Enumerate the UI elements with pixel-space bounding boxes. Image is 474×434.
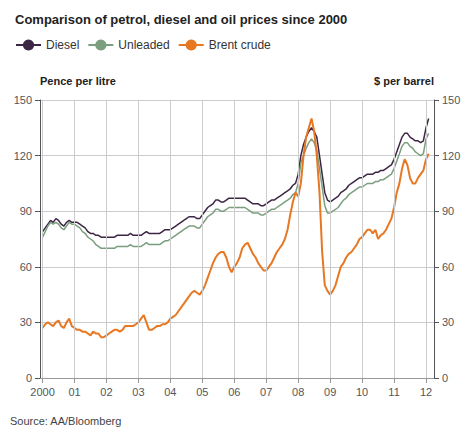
svg-text:$ per barrel: $ per barrel (374, 75, 434, 87)
svg-text:Comparison of petrol, diesel a: Comparison of petrol, diesel and oil pri… (15, 12, 347, 27)
svg-text:150: 150 (442, 94, 460, 106)
svg-text:Brent crude: Brent crude (209, 38, 271, 52)
svg-text:150: 150 (14, 94, 32, 106)
svg-text:90: 90 (442, 205, 454, 217)
svg-text:10: 10 (356, 386, 368, 398)
svg-text:120: 120 (442, 150, 460, 162)
svg-text:03: 03 (132, 386, 144, 398)
svg-text:30: 30 (442, 316, 454, 328)
svg-text:Pence per litre: Pence per litre (40, 75, 116, 87)
svg-text:2000: 2000 (30, 386, 54, 398)
svg-text:0: 0 (442, 372, 448, 384)
svg-text:60: 60 (20, 261, 32, 273)
svg-text:04: 04 (164, 386, 176, 398)
svg-text:02: 02 (100, 386, 112, 398)
svg-text:Unleaded: Unleaded (118, 38, 169, 52)
svg-text:08: 08 (292, 386, 304, 398)
svg-text:11: 11 (388, 386, 399, 398)
svg-text:120: 120 (14, 150, 32, 162)
svg-text:07: 07 (260, 386, 272, 398)
svg-text:Diesel: Diesel (46, 38, 79, 52)
svg-text:0: 0 (26, 372, 32, 384)
svg-text:90: 90 (20, 205, 32, 217)
svg-text:06: 06 (228, 386, 240, 398)
svg-text:60: 60 (442, 261, 454, 273)
svg-text:05: 05 (196, 386, 208, 398)
svg-text:12: 12 (420, 386, 432, 398)
svg-text:Source: AA/Bloomberg: Source: AA/Bloomberg (10, 415, 121, 427)
svg-text:01: 01 (68, 386, 80, 398)
svg-text:30: 30 (20, 316, 32, 328)
svg-text:09: 09 (324, 386, 336, 398)
